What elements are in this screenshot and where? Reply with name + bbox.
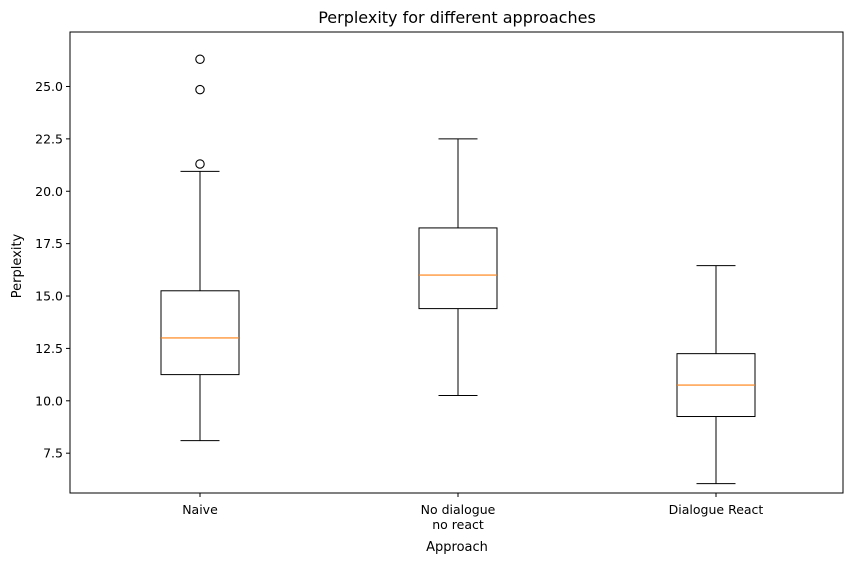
outlier-point — [195, 84, 205, 95]
outlier-point — [195, 54, 205, 64]
box-group — [418, 138, 498, 397]
plot-frame — [69, 31, 844, 494]
chart-title: Perplexity for different approaches — [318, 8, 596, 27]
y-tick-label: 15.0 — [35, 289, 63, 304]
x-tick-label: Dialogue React — [669, 502, 764, 517]
x-tick-label: No dialogue — [421, 502, 496, 517]
y-axis-label: Perplexity — [10, 233, 25, 298]
y-axis: 7.5 10.0 12.5 15.0 17.5 20.0 22.5 25.0 — [35, 79, 70, 461]
box-group — [676, 265, 756, 485]
y-tick-label: 22.5 — [35, 131, 63, 146]
box-iqr — [160, 290, 240, 376]
x-tick-label: no react — [432, 517, 484, 532]
y-tick-label: 20.0 — [35, 184, 63, 199]
x-axis-label: Approach — [426, 540, 488, 555]
y-tick-label: 12.5 — [35, 341, 63, 356]
y-tick-label: 25.0 — [35, 79, 63, 94]
outlier-point — [195, 159, 205, 169]
y-tick-label: 17.5 — [35, 236, 63, 251]
plot-area — [160, 54, 756, 485]
y-tick-label: 10.0 — [35, 393, 63, 408]
box-iqr — [418, 227, 498, 310]
x-tick-label: Naive — [182, 502, 218, 517]
y-tick-label: 7.5 — [43, 446, 63, 461]
box-group — [160, 54, 240, 442]
